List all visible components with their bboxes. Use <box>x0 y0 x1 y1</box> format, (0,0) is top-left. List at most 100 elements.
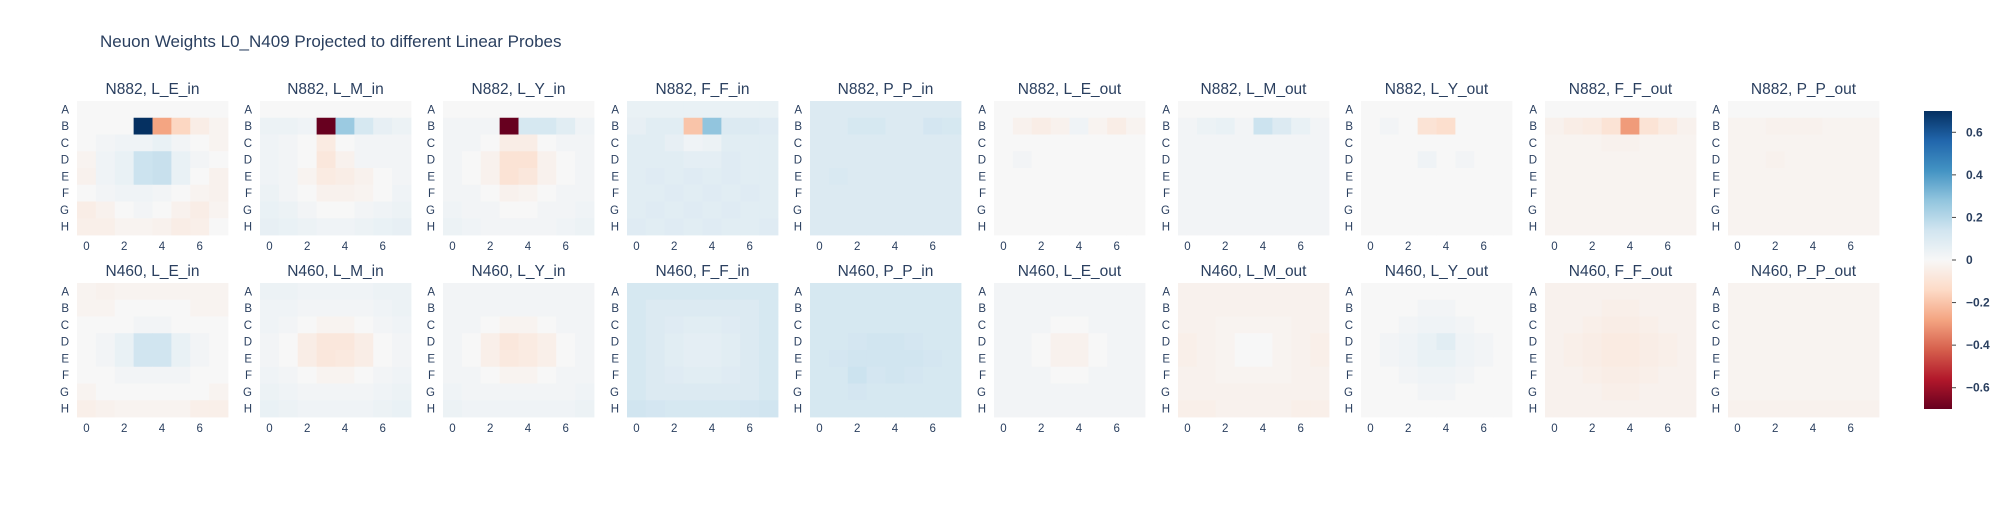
heatmap-cell <box>1582 184 1603 202</box>
heatmap-cell <box>297 101 318 119</box>
heatmap-cell <box>443 383 463 401</box>
heatmap-cell <box>354 283 374 301</box>
heatmap-cell <box>1765 134 1786 152</box>
x-tick-label: 2 <box>1772 241 1778 253</box>
row-tick-label: D <box>61 155 69 167</box>
row-tick-label: H <box>1345 222 1353 234</box>
row-tick-label: F <box>62 370 69 382</box>
heatmap-cell <box>721 299 741 317</box>
heatmap-cell <box>1860 151 1880 169</box>
heatmap-cell <box>847 184 868 202</box>
heatmap-cell <box>461 184 482 202</box>
heatmap-cell <box>994 117 1014 135</box>
heatmap-cell <box>354 218 374 236</box>
heatmap-cell <box>1658 134 1678 152</box>
heatmap-cell <box>1582 383 1603 401</box>
heatmap-cell <box>828 350 849 368</box>
panel-title: N882, F_F_in <box>656 81 750 98</box>
heatmap-cell <box>354 400 374 418</box>
x-tick-label: 0 <box>1184 423 1190 435</box>
heatmap-cell <box>297 383 318 401</box>
row-tick-label: F <box>245 188 252 200</box>
heatmap-cell <box>392 283 412 301</box>
heatmap-cell <box>740 168 760 186</box>
row-tick-label: E <box>244 171 252 183</box>
heatmap-cell <box>721 366 741 384</box>
x-tick-label: 0 <box>1734 241 1740 253</box>
heatmap-cell <box>1455 201 1475 219</box>
x-tick-label: 6 <box>1297 423 1303 435</box>
heatmap-cell <box>1639 184 1659 202</box>
heatmap-cell <box>278 316 299 334</box>
row-tick-label: C <box>1162 320 1170 332</box>
heatmap-cell <box>683 134 703 152</box>
heatmap-cell <box>923 218 943 236</box>
heatmap-cell <box>1069 184 1089 202</box>
heatmap-cell <box>1822 218 1842 236</box>
heatmap-cell <box>1126 316 1146 334</box>
heatmap-cell <box>1841 151 1861 169</box>
row-tick-label: G <box>1161 205 1170 217</box>
x-tick-label: 0 <box>816 241 822 253</box>
row-tick-label: F <box>1530 370 1537 382</box>
heatmap-cell <box>443 184 463 202</box>
heatmap-cell <box>1196 283 1217 301</box>
heatmap-cell <box>1126 151 1146 169</box>
heatmap-cell <box>759 383 779 401</box>
heatmap-cell <box>1620 134 1640 152</box>
heatmap-cell <box>810 134 830 152</box>
heatmap-cell <box>664 350 685 368</box>
heatmap-cell <box>260 201 280 219</box>
heatmap-cell <box>77 134 97 152</box>
heatmap-cell <box>1784 218 1804 236</box>
row-tick-label: H <box>1529 222 1537 234</box>
heatmap-cell <box>1474 283 1494 301</box>
x-tick-label: 0 <box>1367 241 1373 253</box>
heatmap-cell <box>1272 168 1292 186</box>
row-tick-label: G <box>243 205 252 217</box>
heatmap-cell <box>1728 101 1748 119</box>
heatmap-cell <box>1050 201 1070 219</box>
heatmap-cell <box>1417 218 1437 236</box>
heatmap-cell <box>740 201 760 219</box>
heatmap-cell <box>810 350 830 368</box>
row-tick-label: C <box>61 138 69 150</box>
heatmap-cell <box>77 350 97 368</box>
heatmap-cell <box>1417 101 1437 119</box>
heatmap-cell <box>1398 168 1419 186</box>
heatmap-cell <box>847 134 868 152</box>
heatmap-cell <box>1803 366 1823 384</box>
heatmap-cell <box>1493 283 1513 301</box>
heatmap-cell <box>1361 151 1381 169</box>
heatmap-cell <box>1436 218 1456 236</box>
panel-title: N460, F_F_in <box>656 263 750 280</box>
heatmap-cell <box>1253 101 1273 119</box>
heatmap-cell <box>171 117 191 135</box>
heatmap-cell <box>114 333 135 351</box>
row-tick-label: C <box>1529 138 1537 150</box>
heatmap-cell <box>885 184 905 202</box>
heatmap-cell <box>702 366 722 384</box>
heatmap-cell <box>461 134 482 152</box>
heatmap-cell <box>740 218 760 236</box>
panel-title: N882, L_Y_in <box>472 81 566 98</box>
heatmap-cell <box>1107 299 1127 317</box>
heatmap-cell <box>392 151 412 169</box>
heatmap-cell <box>1658 333 1678 351</box>
row-tick-label: F <box>1346 370 1353 382</box>
heatmap-cell <box>810 184 830 202</box>
panel-title: N460, L_M_out <box>1201 263 1308 280</box>
heatmap-cell <box>95 366 116 384</box>
heatmap-cell <box>354 366 374 384</box>
heatmap-cell <box>1582 333 1603 351</box>
heatmap-cell <box>480 201 501 219</box>
heatmap-cell <box>316 151 336 169</box>
heatmap-cell <box>627 283 647 301</box>
heatmap-cell <box>1639 383 1659 401</box>
heatmap-cell <box>1765 201 1786 219</box>
heatmap-cell <box>1069 316 1089 334</box>
heatmap-cell <box>95 333 116 351</box>
heatmap-cell <box>1272 134 1292 152</box>
